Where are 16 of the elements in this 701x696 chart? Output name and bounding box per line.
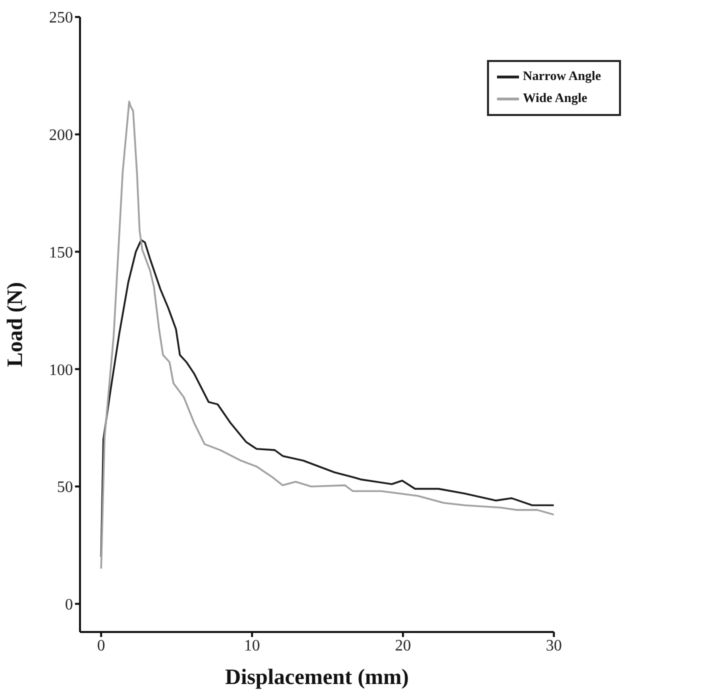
y-tick-label: 150 xyxy=(49,244,73,262)
y-tick-label: 200 xyxy=(49,127,73,144)
x-tick-label: 20 xyxy=(394,637,411,654)
x-tick-label: 30 xyxy=(546,637,562,654)
y-tick-label: 250 xyxy=(49,10,73,27)
legend-label: Wide Angle xyxy=(522,90,588,105)
y-tick-label: 50 xyxy=(57,479,73,496)
x-tick-label: 0 xyxy=(97,637,106,654)
y-axis-title: Load (N) xyxy=(2,282,27,367)
x-tick-label: 10 xyxy=(244,637,260,654)
x-axis-title: Displacement (mm) xyxy=(224,664,409,689)
line-series xyxy=(100,239,554,558)
line-series xyxy=(100,100,554,570)
legend-label: Narrow Angle xyxy=(522,68,601,83)
y-tick-label: 100 xyxy=(49,362,73,379)
y-tick-label: 0 xyxy=(65,596,73,614)
